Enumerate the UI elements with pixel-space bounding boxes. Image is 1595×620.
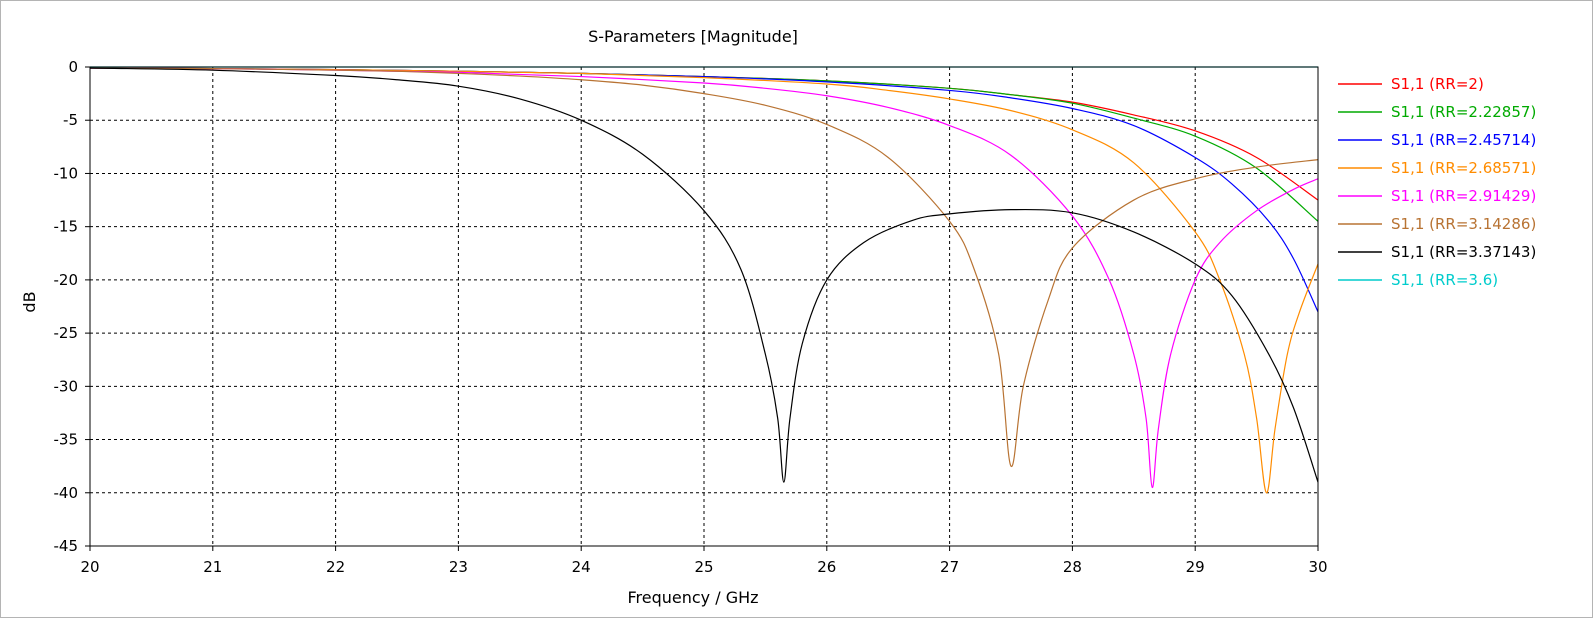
series-line-4 <box>90 67 1318 494</box>
legend-label-5: S1,1 (RR=2.91429) <box>1391 187 1536 205</box>
y-tick-label: -25 <box>54 324 79 342</box>
legend-label-4: S1,1 (RR=2.68571) <box>1391 159 1536 177</box>
y-tick-label: -15 <box>54 218 79 236</box>
legend: S1,1 (RR=2) S1,1 (RR=2.22857) S1,1 (RR=2.4… <box>1338 75 1536 289</box>
series-line-5 <box>90 67 1318 489</box>
x-tick-label: 27 <box>940 558 959 576</box>
x-tick-label: 23 <box>449 558 468 576</box>
x-tick-label: 22 <box>326 558 345 576</box>
y-tick-label: -45 <box>54 537 79 555</box>
x-tick-label: 29 <box>1186 558 1205 576</box>
legend-label-6: S1,1 (RR=3.14286) <box>1391 215 1536 233</box>
y-tick-label: -35 <box>54 431 79 449</box>
y-axis-label: dB <box>20 291 39 312</box>
x-tick-label: 28 <box>1063 558 1082 576</box>
x-tick-label: 26 <box>817 558 836 576</box>
series-line-6 <box>90 67 1318 467</box>
x-axis-label: Frequency / GHz <box>627 588 758 607</box>
y-tick-label: -30 <box>54 377 79 395</box>
x-tick-label: 21 <box>203 558 222 576</box>
y-tick-label: -40 <box>54 484 79 502</box>
x-tick-label: 24 <box>572 558 591 576</box>
x-tick-label: 25 <box>694 558 713 576</box>
grid-lines <box>90 67 1318 546</box>
y-tick-label: -20 <box>54 271 79 289</box>
legend-label-2: S1,1 (RR=2.22857) <box>1391 103 1536 121</box>
plot-area-border <box>89 66 1319 547</box>
legend-label-1: S1,1 (RR=2) <box>1391 75 1484 93</box>
legend-label-8: S1,1 (RR=3.6) <box>1391 271 1498 289</box>
tick-labels: 20 21 22 23 24 25 26 27 28 29 30 0 -5 -10 -15 -20 -25 -30… <box>54 58 1328 576</box>
legend-label-7: S1,1 (RR=3.37143) <box>1391 243 1536 261</box>
plot-axes <box>85 66 1319 551</box>
x-tick-label: 20 <box>80 558 99 576</box>
y-tick-label: -5 <box>63 111 78 129</box>
chart-title: S-Parameters [Magnitude] <box>588 27 798 46</box>
y-tick-label: -10 <box>54 164 79 182</box>
x-tick-label: 30 <box>1308 558 1327 576</box>
y-tick-label: 0 <box>68 58 78 76</box>
series-line-7 <box>90 67 1318 483</box>
legend-label-3: S1,1 (RR=2.45714) <box>1391 131 1536 149</box>
